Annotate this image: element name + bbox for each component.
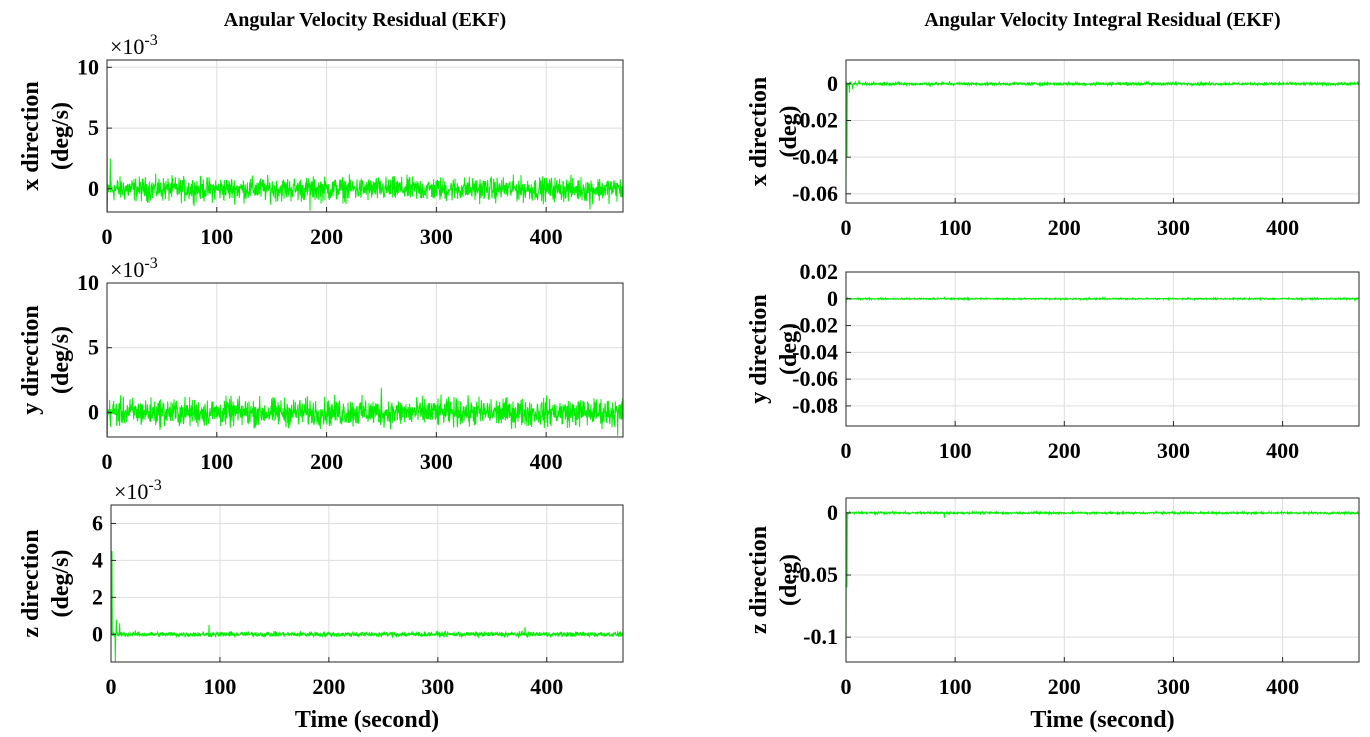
x-tick-label: 100 <box>939 215 972 240</box>
x-tick-label: 100 <box>939 438 972 463</box>
y-tick-label: -0.02 <box>792 108 838 133</box>
x-tick-label: 0 <box>106 674 117 699</box>
y-axis-label: x direction <box>746 77 772 187</box>
y-tick-label: 0 <box>827 71 838 96</box>
axes-frame <box>106 59 624 213</box>
x-tick-label: 400 <box>1266 438 1299 463</box>
chart-panel-1: 0 100 200 300 400 0 5 10 ×10-3 Angular Velocity R… <box>18 9 624 249</box>
y-tick-label: -0.02 <box>792 313 838 338</box>
exponent-label: ×10-3 <box>110 255 158 282</box>
x-tick-label: 200 <box>1048 215 1081 240</box>
axes-frame <box>845 497 1360 663</box>
chart-title: Angular Velocity Integral Residual (EKF) <box>924 9 1280 31</box>
chart-panel-6: 0 100 200 300 400 -0.1 -0.05 0 Time (second) z di… <box>746 497 1360 733</box>
chart-panel-4: 0 100 200 300 400 -0.06 -0.04 -0.02 0 Angular Vel… <box>746 9 1360 240</box>
x-tick-label: 400 <box>1266 674 1299 699</box>
x-tick-label: 300 <box>1157 674 1190 699</box>
data-series-line <box>110 504 624 663</box>
axes-frame <box>845 271 1360 427</box>
plot-area <box>111 505 623 662</box>
x-tick-label: 300 <box>1157 438 1190 463</box>
y-tick-label: 0.02 <box>800 259 839 284</box>
y-tick-label: 0 <box>827 286 838 311</box>
axes-frame <box>106 282 624 438</box>
data-series-line <box>845 80 1360 204</box>
y-tick-label: -0.04 <box>792 144 838 169</box>
x-axis-label: Time (second) <box>1030 707 1174 733</box>
x-tick-label: 400 <box>530 674 563 699</box>
x-tick-label: 0 <box>102 449 113 474</box>
y-axis-label: (deg) <box>776 106 802 158</box>
y-tick-label: 2 <box>92 584 103 609</box>
y-tick-label: 4 <box>92 547 103 572</box>
y-tick-label: 0 <box>88 176 99 201</box>
data-series-line <box>845 509 1360 663</box>
y-tick-label: -0.04 <box>792 339 838 364</box>
x-tick-label: 0 <box>841 215 852 240</box>
exponent-label: ×10-3 <box>110 32 158 59</box>
y-tick-label: 10 <box>77 54 99 79</box>
chart-panel-3: 0 100 200 300 400 0 2 4 6 ×10-3 Time (second) z dir… <box>18 477 624 733</box>
x-tick-label: 300 <box>420 449 453 474</box>
plot-area <box>846 272 1359 426</box>
x-tick-label: 400 <box>530 449 563 474</box>
x-tick-label: 0 <box>841 438 852 463</box>
x-tick-label: 300 <box>421 674 454 699</box>
y-tick-label: -0.05 <box>792 562 838 587</box>
x-tick-label: 200 <box>312 674 345 699</box>
y-tick-label: 5 <box>88 335 99 360</box>
y-tick-label: 0 <box>88 399 99 424</box>
x-tick-label: 100 <box>200 449 233 474</box>
y-tick-label: -0.06 <box>792 181 838 206</box>
y-tick-label: 0 <box>92 621 103 646</box>
x-tick-label: 200 <box>1048 438 1081 463</box>
y-axis-label: (deg/s) <box>48 550 74 618</box>
x-tick-label: 300 <box>420 224 453 249</box>
data-series-line <box>106 302 624 436</box>
y-axis-label: x direction <box>18 81 44 191</box>
y-tick-label: 6 <box>92 510 103 535</box>
y-axis-label: (deg/s) <box>48 326 74 394</box>
x-tick-label: 100 <box>939 674 972 699</box>
x-tick-label: 0 <box>102 224 113 249</box>
y-axis-label: (deg) <box>776 323 802 375</box>
x-tick-label: 0 <box>841 674 852 699</box>
chart-panel-2: 0 100 200 300 400 0 5 10 ×10-3 y direction (deg/s) <box>18 255 624 474</box>
y-tick-label: -0.08 <box>792 393 838 418</box>
y-axis-label: y direction <box>746 294 772 404</box>
y-tick-label: 5 <box>88 115 99 140</box>
y-axis-label: (deg) <box>776 554 802 606</box>
x-tick-label: 200 <box>310 449 343 474</box>
chart-title: Angular Velocity Residual (EKF) <box>224 9 506 31</box>
y-axis-label: y direction <box>18 305 44 415</box>
data-series-line <box>845 295 1360 305</box>
plot-area <box>846 60 1359 203</box>
y-tick-label: 10 <box>77 270 99 295</box>
axes-frame <box>845 59 1360 204</box>
x-tick-label: 300 <box>1157 215 1190 240</box>
x-tick-label: 200 <box>1048 674 1081 699</box>
chart-panel-5: 0 100 200 300 400-0.08-0.06-0.04-0.0200.02y … <box>746 259 1360 463</box>
y-axis-label: z direction <box>18 529 44 637</box>
x-tick-label: 200 <box>310 224 343 249</box>
plot-area <box>846 498 1359 662</box>
y-tick-label: -0.1 <box>803 624 838 649</box>
x-axis-label: Time (second) <box>295 707 439 733</box>
x-tick-label: 100 <box>203 674 236 699</box>
y-tick-label: -0.06 <box>792 366 838 391</box>
x-tick-label: 100 <box>200 224 233 249</box>
x-tick-label: 400 <box>1266 215 1299 240</box>
y-tick-label: 0 <box>827 500 838 525</box>
y-axis-label: z direction <box>746 526 772 634</box>
y-axis-label: (deg/s) <box>48 102 74 170</box>
data-series-line <box>106 61 624 213</box>
axes-frame <box>110 504 624 663</box>
x-tick-label: 400 <box>530 224 563 249</box>
exponent-label: ×10-3 <box>114 477 162 504</box>
